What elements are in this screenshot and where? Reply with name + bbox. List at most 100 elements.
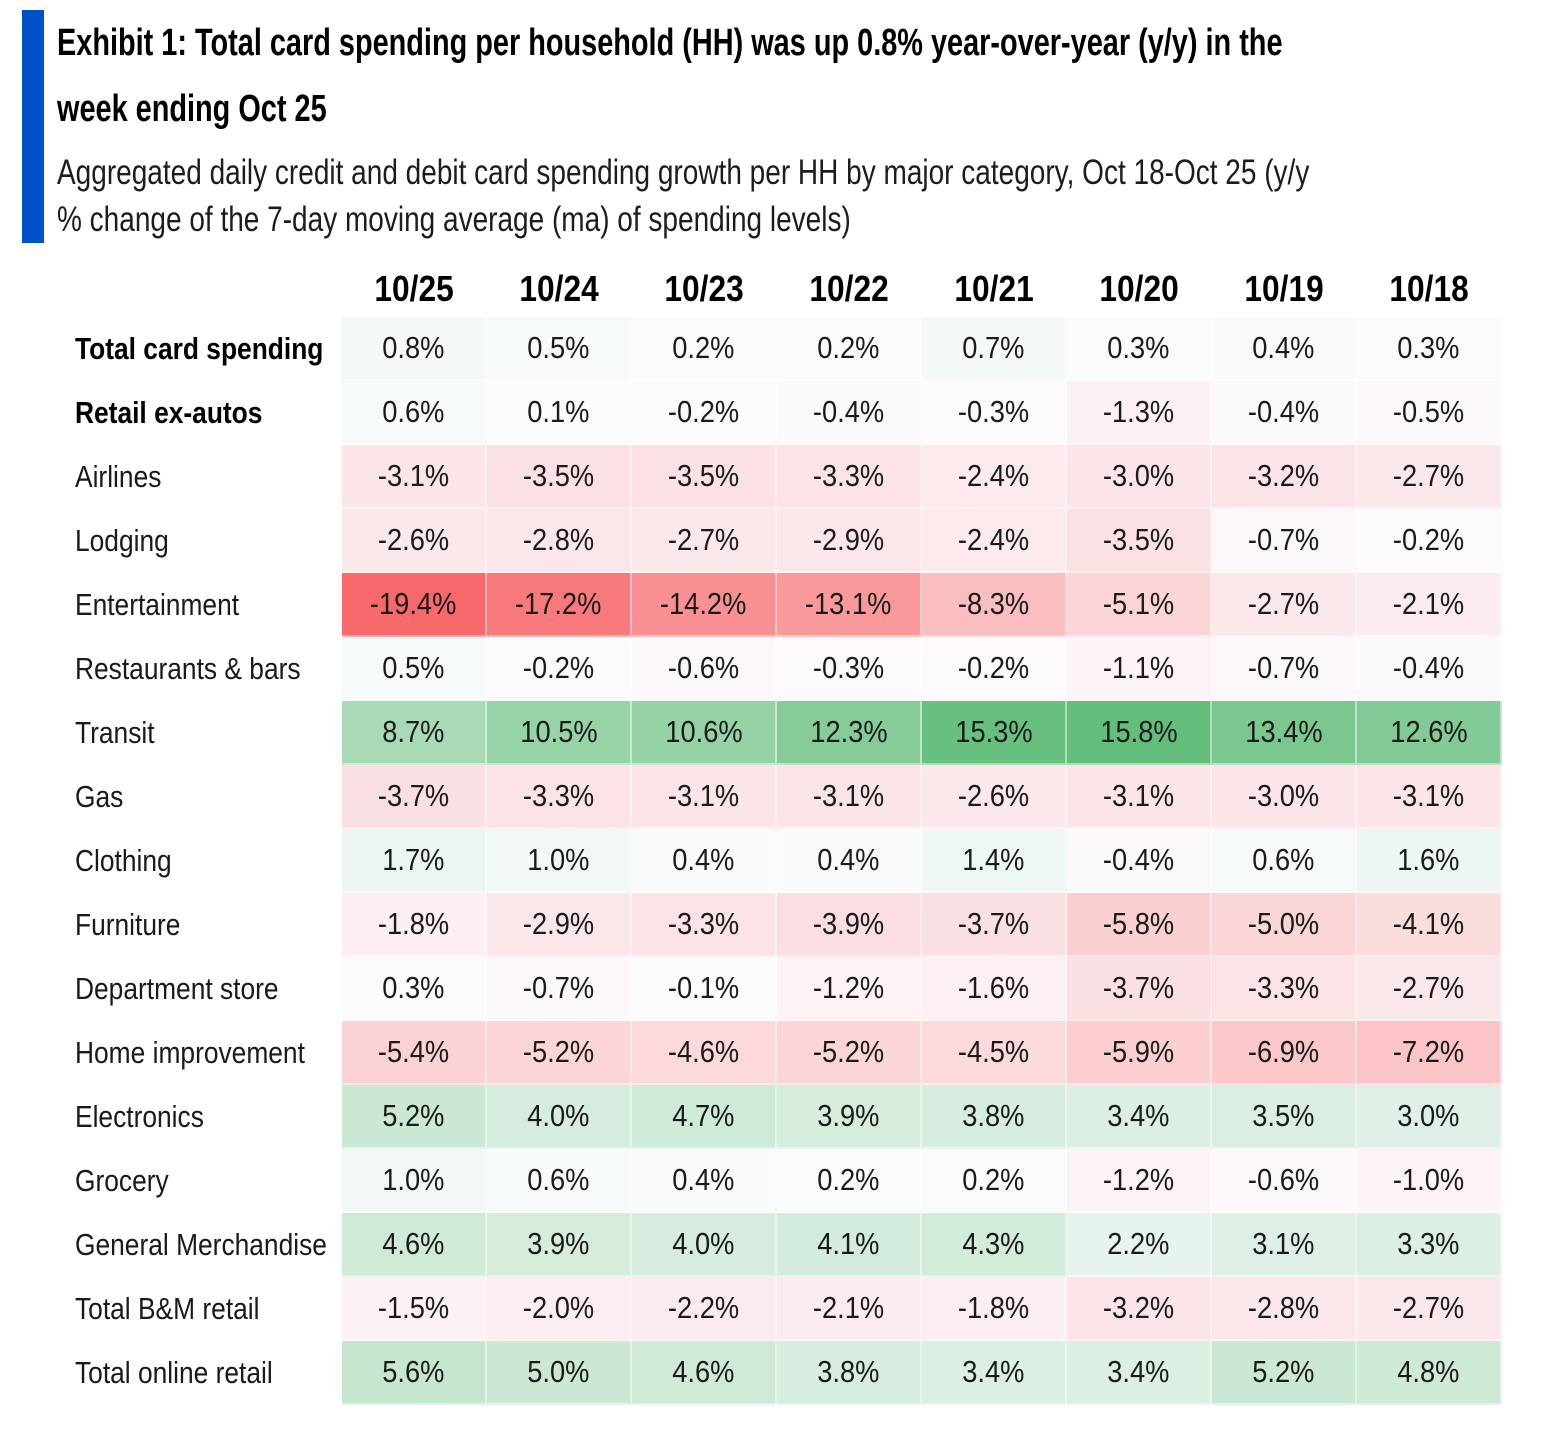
cell-value: -3.5% xyxy=(522,458,595,493)
cell-value: -0.2% xyxy=(667,394,740,429)
heatmap-cell: 5.6% xyxy=(342,1341,487,1405)
heatmap-cell: -2.7% xyxy=(1212,573,1357,637)
cell-value: -0.5% xyxy=(1392,394,1465,429)
cell-value: -3.1% xyxy=(812,778,885,813)
cell-value: -5.0% xyxy=(1247,906,1320,941)
accent-bar xyxy=(22,10,44,243)
heatmap-cell: -1.2% xyxy=(777,957,922,1021)
heatmap-cell: 3.3% xyxy=(1357,1213,1502,1277)
cell-value: -1.8% xyxy=(957,1290,1030,1325)
heatmap-cell: -1.1% xyxy=(1067,637,1212,701)
cell-value: 0.6% xyxy=(382,394,445,429)
heatmap-cell: -2.9% xyxy=(777,509,922,573)
heatmap-cell: 4.0% xyxy=(487,1085,632,1149)
heatmap-cell: 0.8% xyxy=(342,317,487,381)
heatmap-cell: -0.2% xyxy=(487,637,632,701)
cell-value: 0.2% xyxy=(672,330,735,365)
heatmap-cell: -2.6% xyxy=(342,509,487,573)
column-header-label: 10/20 xyxy=(1099,268,1180,309)
cell-value: -5.1% xyxy=(1102,586,1175,621)
cell-value: 5.2% xyxy=(382,1098,445,1133)
heatmap-cell: 10.5% xyxy=(487,701,632,765)
column-header-date: 10/19 xyxy=(1212,261,1357,317)
heatmap-cell: -3.7% xyxy=(1067,957,1212,1021)
cell-value: 13.4% xyxy=(1244,714,1323,749)
heatmap-cell: -19.4% xyxy=(342,573,487,637)
heatmap-cell: -2.4% xyxy=(922,445,1067,509)
cell-value: -4.5% xyxy=(957,1034,1030,1069)
cell-value: 0.6% xyxy=(527,1162,590,1197)
heatmap-cell: 0.3% xyxy=(1357,317,1502,381)
heatmap-cell: -2.0% xyxy=(487,1277,632,1341)
cell-value: 2.2% xyxy=(1107,1226,1170,1261)
row-label-text: Retail ex-autos xyxy=(75,395,263,430)
cell-value: 12.6% xyxy=(1389,714,1468,749)
heatmap-cell: 1.6% xyxy=(1357,829,1502,893)
row-label: Airlines xyxy=(0,445,342,509)
column-header-label: 10/19 xyxy=(1244,268,1325,309)
heatmap-cell: -5.1% xyxy=(1067,573,1212,637)
cell-value: -17.2% xyxy=(515,586,602,621)
heatmap-cell: -5.0% xyxy=(1212,893,1357,957)
cell-value: -2.7% xyxy=(1247,586,1320,621)
cell-value: 0.2% xyxy=(817,1162,880,1197)
heatmap-cell: -1.6% xyxy=(922,957,1067,1021)
column-header-date: 10/21 xyxy=(922,261,1067,317)
heatmap-cell: 10.6% xyxy=(632,701,777,765)
cell-value: -2.4% xyxy=(957,458,1030,493)
heatmap-cell: 4.0% xyxy=(632,1213,777,1277)
cell-value: 0.4% xyxy=(817,842,880,877)
heatmap-cell: -2.8% xyxy=(487,509,632,573)
heatmap-cell: -3.9% xyxy=(777,893,922,957)
cell-value: -0.4% xyxy=(812,394,885,429)
cell-value: -1.3% xyxy=(1102,394,1175,429)
heatmap-cell: -0.4% xyxy=(777,381,922,445)
exhibit-header: Exhibit 1: Total card spending per house… xyxy=(22,10,1560,243)
cell-value: 3.9% xyxy=(817,1098,880,1133)
cell-value: 0.7% xyxy=(962,330,1025,365)
cell-value: 1.0% xyxy=(382,1162,445,1197)
row-label-text: Electronics xyxy=(75,1099,204,1134)
heatmap-cell: -8.3% xyxy=(922,573,1067,637)
row-label-text: Lodging xyxy=(75,523,169,558)
cell-value: -1.2% xyxy=(1102,1162,1175,1197)
cell-value: 4.1% xyxy=(817,1226,880,1261)
cell-value: -1.6% xyxy=(957,970,1030,1005)
cell-value: -0.6% xyxy=(667,650,740,685)
cell-value: 0.4% xyxy=(1252,330,1315,365)
cell-value: -3.3% xyxy=(667,906,740,941)
cell-value: -1.0% xyxy=(1392,1162,1465,1197)
heatmap-cell: -1.5% xyxy=(342,1277,487,1341)
heatmap-cell: -3.5% xyxy=(632,445,777,509)
heatmap-cell: 4.3% xyxy=(922,1213,1067,1277)
cell-value: 0.2% xyxy=(962,1162,1025,1197)
cell-value: -2.7% xyxy=(1392,458,1465,493)
column-header-date: 10/25 xyxy=(342,261,487,317)
heatmap-cell: -0.3% xyxy=(922,381,1067,445)
cell-value: -4.6% xyxy=(667,1034,740,1069)
cell-value: 3.1% xyxy=(1252,1226,1315,1261)
cell-value: -3.0% xyxy=(1102,458,1175,493)
cell-value: 0.4% xyxy=(672,842,735,877)
cell-value: 3.4% xyxy=(1107,1354,1170,1389)
heatmap-cell: -4.5% xyxy=(922,1021,1067,1085)
heatmap-cell: -3.2% xyxy=(1212,445,1357,509)
heatmap-cell: 1.0% xyxy=(487,829,632,893)
row-label: Lodging xyxy=(0,509,342,573)
heatmap-cell: -1.8% xyxy=(342,893,487,957)
cell-value: 0.1% xyxy=(527,394,590,429)
cell-value: 1.0% xyxy=(527,842,590,877)
cell-value: -3.7% xyxy=(377,778,450,813)
cell-value: -2.2% xyxy=(667,1290,740,1325)
heatmap-cell: -2.1% xyxy=(1357,573,1502,637)
row-label: Restaurants & bars xyxy=(0,637,342,701)
heatmap-cell: 0.2% xyxy=(632,317,777,381)
heatmap-cell: 3.4% xyxy=(1067,1341,1212,1405)
cell-value: 0.6% xyxy=(1252,842,1315,877)
heatmap-cell: 3.1% xyxy=(1212,1213,1357,1277)
cell-value: -19.4% xyxy=(370,586,457,621)
cell-value: -0.4% xyxy=(1102,842,1175,877)
heatmap-cell: 0.3% xyxy=(1067,317,1212,381)
cell-value: -0.7% xyxy=(522,970,595,1005)
cell-value: -7.2% xyxy=(1392,1034,1465,1069)
